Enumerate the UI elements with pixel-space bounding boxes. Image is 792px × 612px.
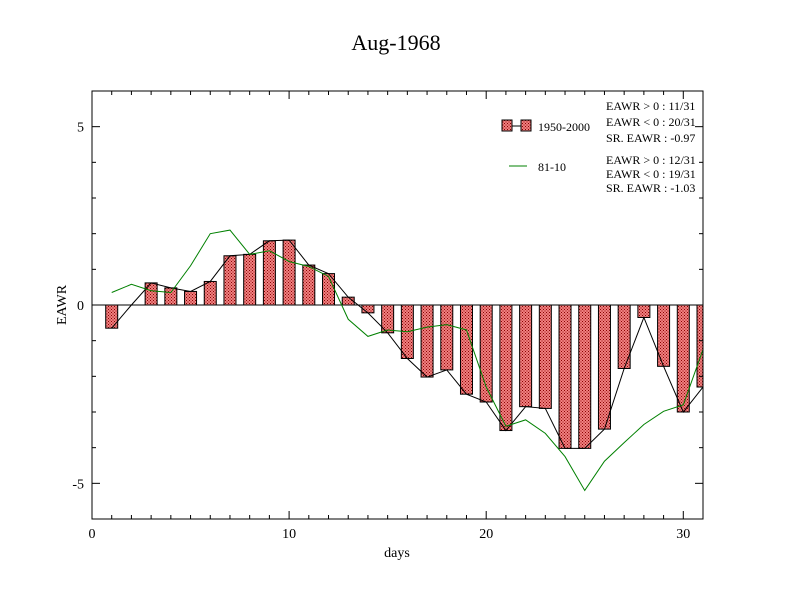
legend-label-1950-2000: 1950-2000 bbox=[538, 120, 590, 134]
bar bbox=[144, 282, 158, 306]
y-tick-label: 5 bbox=[77, 121, 84, 136]
bar bbox=[282, 239, 296, 306]
legend-item-line: 81-10 bbox=[509, 160, 566, 174]
x-tick-label: 20 bbox=[479, 527, 493, 542]
bar bbox=[538, 304, 552, 409]
legend-item-bar: 1950-2000 bbox=[501, 119, 590, 134]
bar bbox=[164, 287, 178, 306]
stat-1950-2000-sr: SR. EAWR : -0.97 bbox=[606, 131, 695, 145]
bar-connector-path bbox=[111, 239, 704, 449]
x-axis-label: days bbox=[384, 546, 410, 561]
stat-1950-2000-negative: EAWR < 0 : 20/31 bbox=[606, 115, 696, 129]
x-tick-label: 10 bbox=[282, 527, 296, 542]
bar bbox=[696, 304, 704, 388]
x-tick-label: 30 bbox=[676, 527, 690, 542]
stat-1950-2000-positive: EAWR > 0 : 11/31 bbox=[606, 99, 695, 113]
bar bbox=[676, 304, 690, 413]
bar-series bbox=[105, 239, 704, 449]
bar bbox=[243, 253, 257, 306]
bar bbox=[459, 304, 473, 395]
bar bbox=[499, 304, 513, 432]
x-tick-label: 0 bbox=[89, 527, 96, 542]
bar bbox=[105, 304, 119, 329]
bar bbox=[420, 304, 434, 378]
bar bbox=[223, 255, 237, 306]
bar bbox=[597, 304, 611, 430]
y-tick-label: -5 bbox=[72, 477, 84, 492]
bar bbox=[519, 304, 533, 408]
stat-81-10-positive: EAWR > 0 : 12/31 bbox=[606, 153, 696, 167]
chart-title: Aug-1968 bbox=[351, 30, 440, 55]
bar bbox=[558, 304, 572, 449]
bar bbox=[440, 304, 454, 371]
legend-label-81-10: 81-10 bbox=[538, 160, 566, 174]
bar bbox=[203, 280, 217, 306]
bar bbox=[637, 304, 651, 318]
y-axis: -5 0 5 bbox=[72, 90, 703, 520]
bar bbox=[578, 304, 592, 449]
bar bbox=[302, 264, 316, 306]
legend-bar-swatch-left bbox=[501, 119, 513, 132]
stat-81-10-negative: EAWR < 0 : 19/31 bbox=[606, 167, 696, 181]
stat-81-10-sr: SR. EAWR : -1.03 bbox=[606, 181, 695, 195]
legend: 1950-2000 81-10 EAWR > 0 : 11/31 EAWR < … bbox=[501, 99, 696, 195]
y-axis-label: EAWR bbox=[55, 284, 70, 325]
bar bbox=[184, 290, 198, 306]
x-axis: 0 10 20 30 bbox=[89, 91, 704, 542]
line-series bbox=[111, 229, 704, 492]
legend-bar-swatch-right bbox=[520, 119, 532, 132]
bar-connector-line bbox=[92, 239, 704, 449]
y-tick-label: 0 bbox=[77, 299, 84, 314]
line-path bbox=[111, 229, 704, 492]
